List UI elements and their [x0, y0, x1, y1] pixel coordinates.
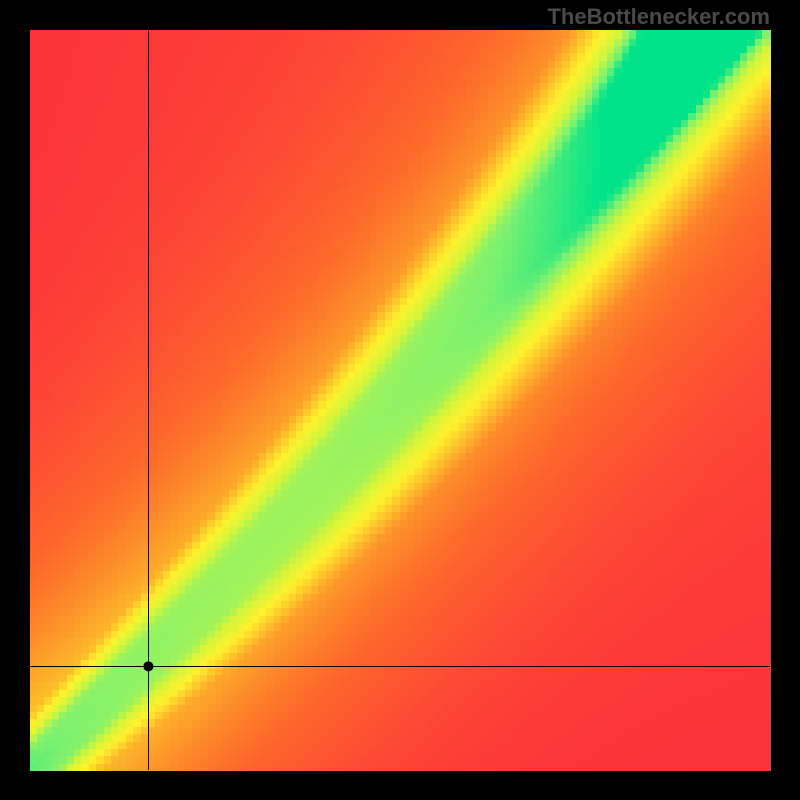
chart-container: TheBottlenecker.com [0, 0, 800, 800]
bottleneck-heatmap [0, 0, 800, 800]
attribution-label: TheBottlenecker.com [547, 4, 770, 30]
